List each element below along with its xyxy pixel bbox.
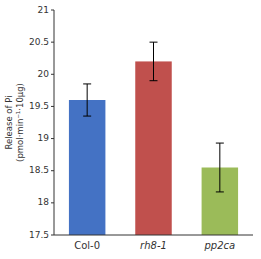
x-axis-line (54, 235, 253, 236)
y-tick-label: 21 (38, 5, 49, 15)
chart: 17.5 18 18.5 19 19.5 20 20.5 21 Col-0 rh8-1 pp2ca R… (0, 0, 261, 259)
y-tick-label: 19.5 (29, 101, 49, 111)
y-tick (51, 42, 54, 43)
x-tick-label: Col-0 (74, 240, 100, 251)
error-bar (216, 143, 224, 192)
y-axis-label-line: Release of Pi (4, 95, 14, 149)
y-axis-line (54, 10, 55, 235)
y-tick (51, 106, 54, 107)
y-tick-label: 18.5 (29, 165, 49, 175)
x-tick-label: rh8-1 (140, 240, 167, 251)
y-axis-label: Release of Pi(pmol·min⁻¹·10μg) (4, 83, 25, 162)
y-tick (51, 170, 54, 171)
plot-area (69, 42, 238, 235)
y-tick (51, 202, 54, 203)
y-tick (51, 235, 54, 236)
y-tick-label: 20.5 (29, 37, 49, 47)
y-tick (51, 74, 54, 75)
y-tick-label: 17.5 (29, 230, 49, 240)
bar (135, 61, 171, 235)
y-tick-label: 20 (38, 69, 50, 79)
error-bar (150, 42, 158, 81)
error-bar (83, 84, 91, 116)
y-axis-label-line: (pmol·min⁻¹·10μg) (15, 83, 25, 162)
y-tick-label: 18 (38, 197, 50, 207)
y-tick (51, 138, 54, 139)
x-tick-label: pp2ca (203, 240, 235, 251)
bar (69, 100, 105, 235)
chart-container: 17.5 18 18.5 19 19.5 20 20.5 21 Col-0 rh8-1 pp2ca R… (0, 0, 261, 259)
y-tick (51, 10, 54, 11)
y-tick-label: 19 (38, 133, 50, 143)
